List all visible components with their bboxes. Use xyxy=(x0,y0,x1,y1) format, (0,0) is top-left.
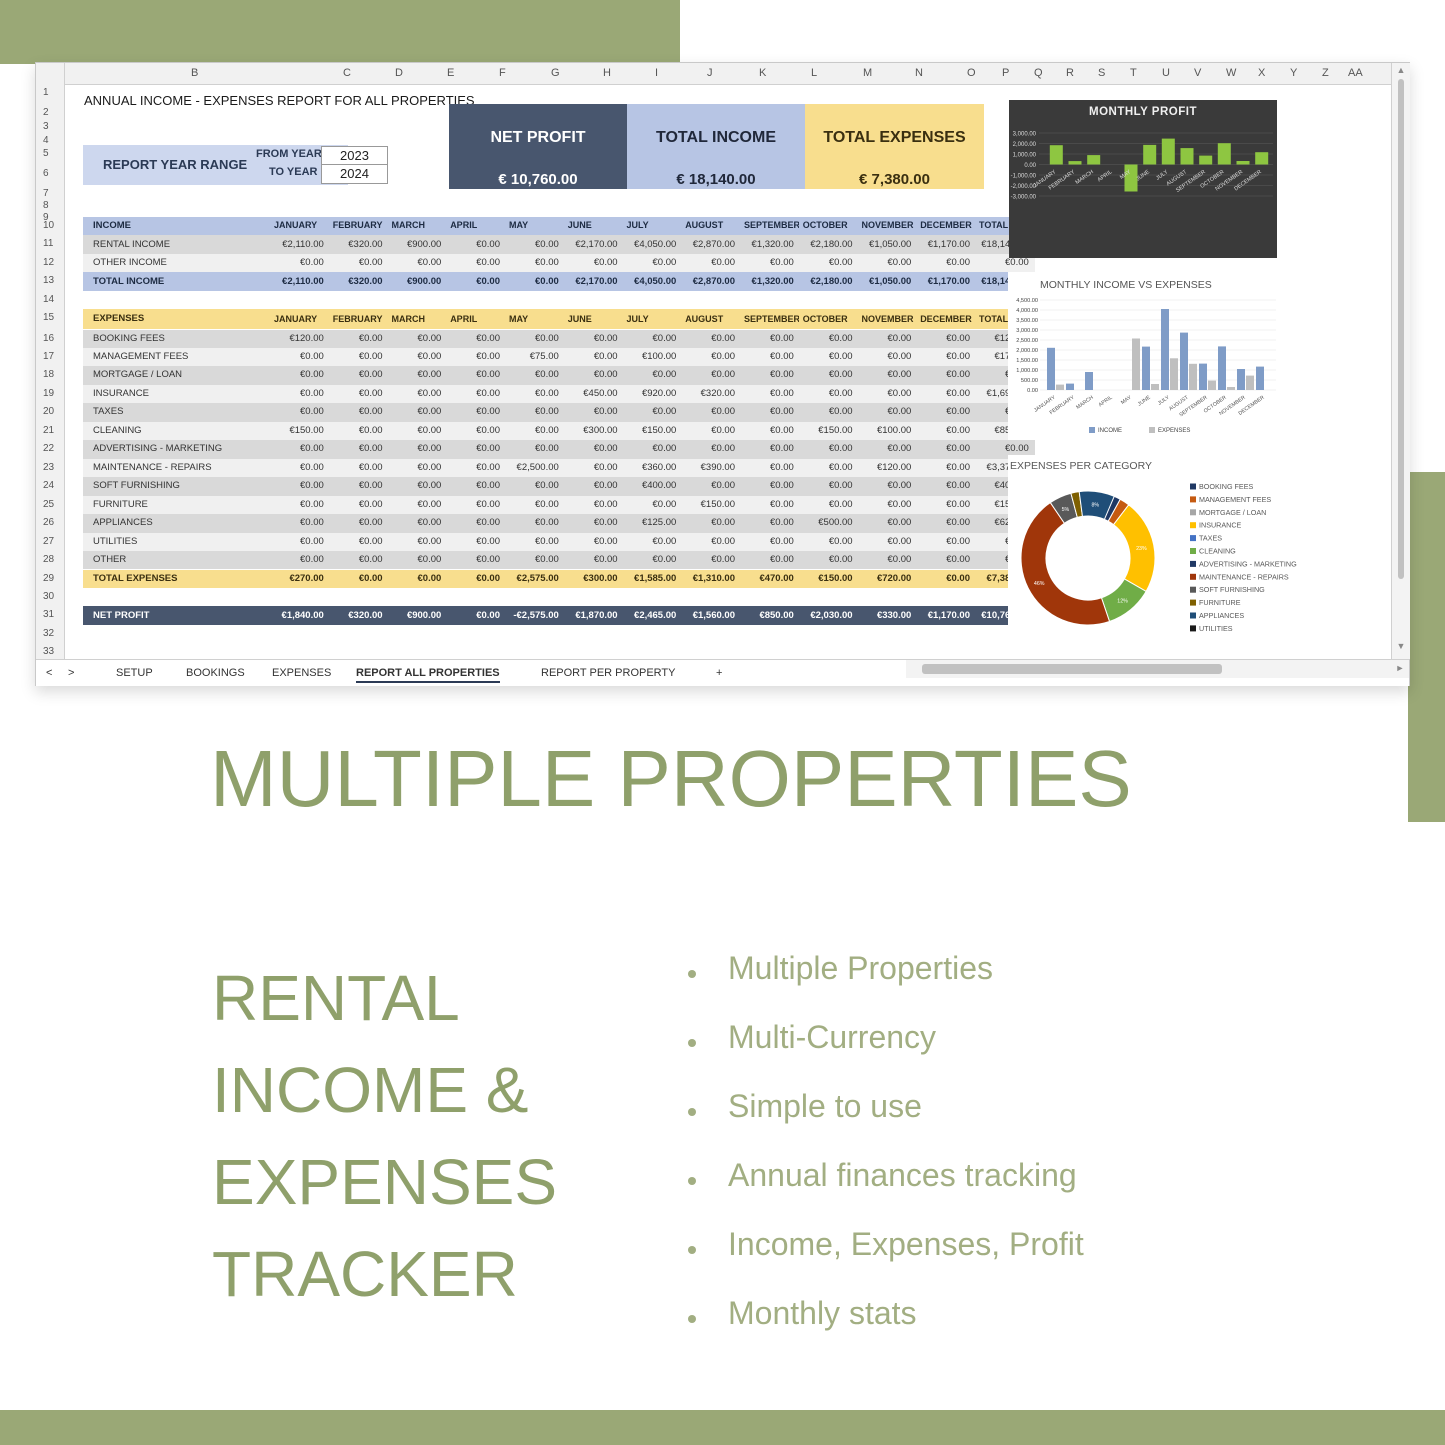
svg-text:46%: 46% xyxy=(1034,581,1045,587)
svg-text:5%: 5% xyxy=(1062,507,1070,513)
svg-text:MONTHLY PROFIT: MONTHLY PROFIT xyxy=(1089,106,1197,118)
svg-text:1,500.00: 1,500.00 xyxy=(1016,358,1038,364)
svg-text:APPLIANCES: APPLIANCES xyxy=(1199,611,1244,620)
svg-text:-1,000.00: -1,000.00 xyxy=(1011,174,1037,180)
svg-text:BOOKING FEES: BOOKING FEES xyxy=(1199,482,1254,491)
svg-text:EXPENSES PER CATEGORY: EXPENSES PER CATEGORY xyxy=(1010,460,1152,472)
svg-text:3,500.00: 3,500.00 xyxy=(1016,318,1038,324)
svg-text:2,500.00: 2,500.00 xyxy=(1016,338,1038,344)
svg-text:4,000.00: 4,000.00 xyxy=(1016,308,1038,314)
svg-text:TAXES: TAXES xyxy=(1199,534,1222,543)
svg-text:EXPENSES: EXPENSES xyxy=(1158,428,1190,434)
svg-text:MAINTENANCE - REPAIRS: MAINTENANCE - REPAIRS xyxy=(1199,572,1289,581)
svg-text:2,000.00: 2,000.00 xyxy=(1013,142,1037,148)
svg-text:UTILITIES: UTILITIES xyxy=(1199,624,1233,633)
svg-text:ADVERTISING - MARKETING: ADVERTISING - MARKETING xyxy=(1199,559,1297,568)
svg-text:2,000.00: 2,000.00 xyxy=(1016,348,1038,354)
svg-text:INSURANCE: INSURANCE xyxy=(1199,521,1242,530)
svg-text:23%: 23% xyxy=(1136,546,1147,552)
svg-text:500.00: 500.00 xyxy=(1021,378,1038,384)
svg-text:-3,000.00: -3,000.00 xyxy=(1011,195,1037,201)
svg-text:3,000.00: 3,000.00 xyxy=(1013,132,1037,138)
svg-text:0.00: 0.00 xyxy=(1024,163,1036,169)
svg-text:SOFT FURNISHING: SOFT FURNISHING xyxy=(1199,585,1265,594)
svg-text:12%: 12% xyxy=(1117,599,1128,605)
svg-text:MONTHLY INCOME VS EXPENSES: MONTHLY INCOME VS EXPENSES xyxy=(1040,279,1212,291)
svg-text:3,000.00: 3,000.00 xyxy=(1016,328,1038,334)
svg-text:CLEANING: CLEANING xyxy=(1199,547,1236,556)
svg-text:1,000.00: 1,000.00 xyxy=(1013,153,1037,159)
svg-text:FURNITURE: FURNITURE xyxy=(1199,598,1241,607)
svg-text:0.00: 0.00 xyxy=(1027,388,1038,394)
svg-text:4,500.00: 4,500.00 xyxy=(1016,298,1038,304)
svg-text:MANAGEMENT FEES: MANAGEMENT FEES xyxy=(1199,495,1271,504)
svg-text:MORTGAGE / LOAN: MORTGAGE / LOAN xyxy=(1199,508,1266,517)
svg-text:8%: 8% xyxy=(1091,503,1099,509)
svg-text:1,000.00: 1,000.00 xyxy=(1016,368,1038,374)
svg-text:INCOME: INCOME xyxy=(1098,428,1122,434)
